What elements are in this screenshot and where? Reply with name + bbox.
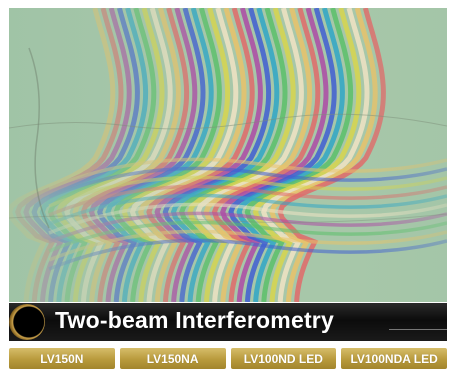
model-tab-row: LV150N LV150NA LV100ND LED LV100NDA LED <box>9 348 447 370</box>
banner-title: Two-beam Interferometry <box>55 307 334 333</box>
lens-ring-icon <box>9 304 45 340</box>
model-tab-lv150n[interactable]: LV150N <box>9 348 115 369</box>
model-tab-lv150na[interactable]: LV150NA <box>119 348 226 369</box>
banner-rule <box>389 329 447 330</box>
model-tab-lv100nda-led[interactable]: LV100NDA LED <box>341 348 447 369</box>
interference-fringe-image <box>9 8 447 302</box>
title-banner: Two-beam Interferometry <box>9 303 447 341</box>
model-tab-lv100nd-led[interactable]: LV100ND LED <box>230 348 337 369</box>
